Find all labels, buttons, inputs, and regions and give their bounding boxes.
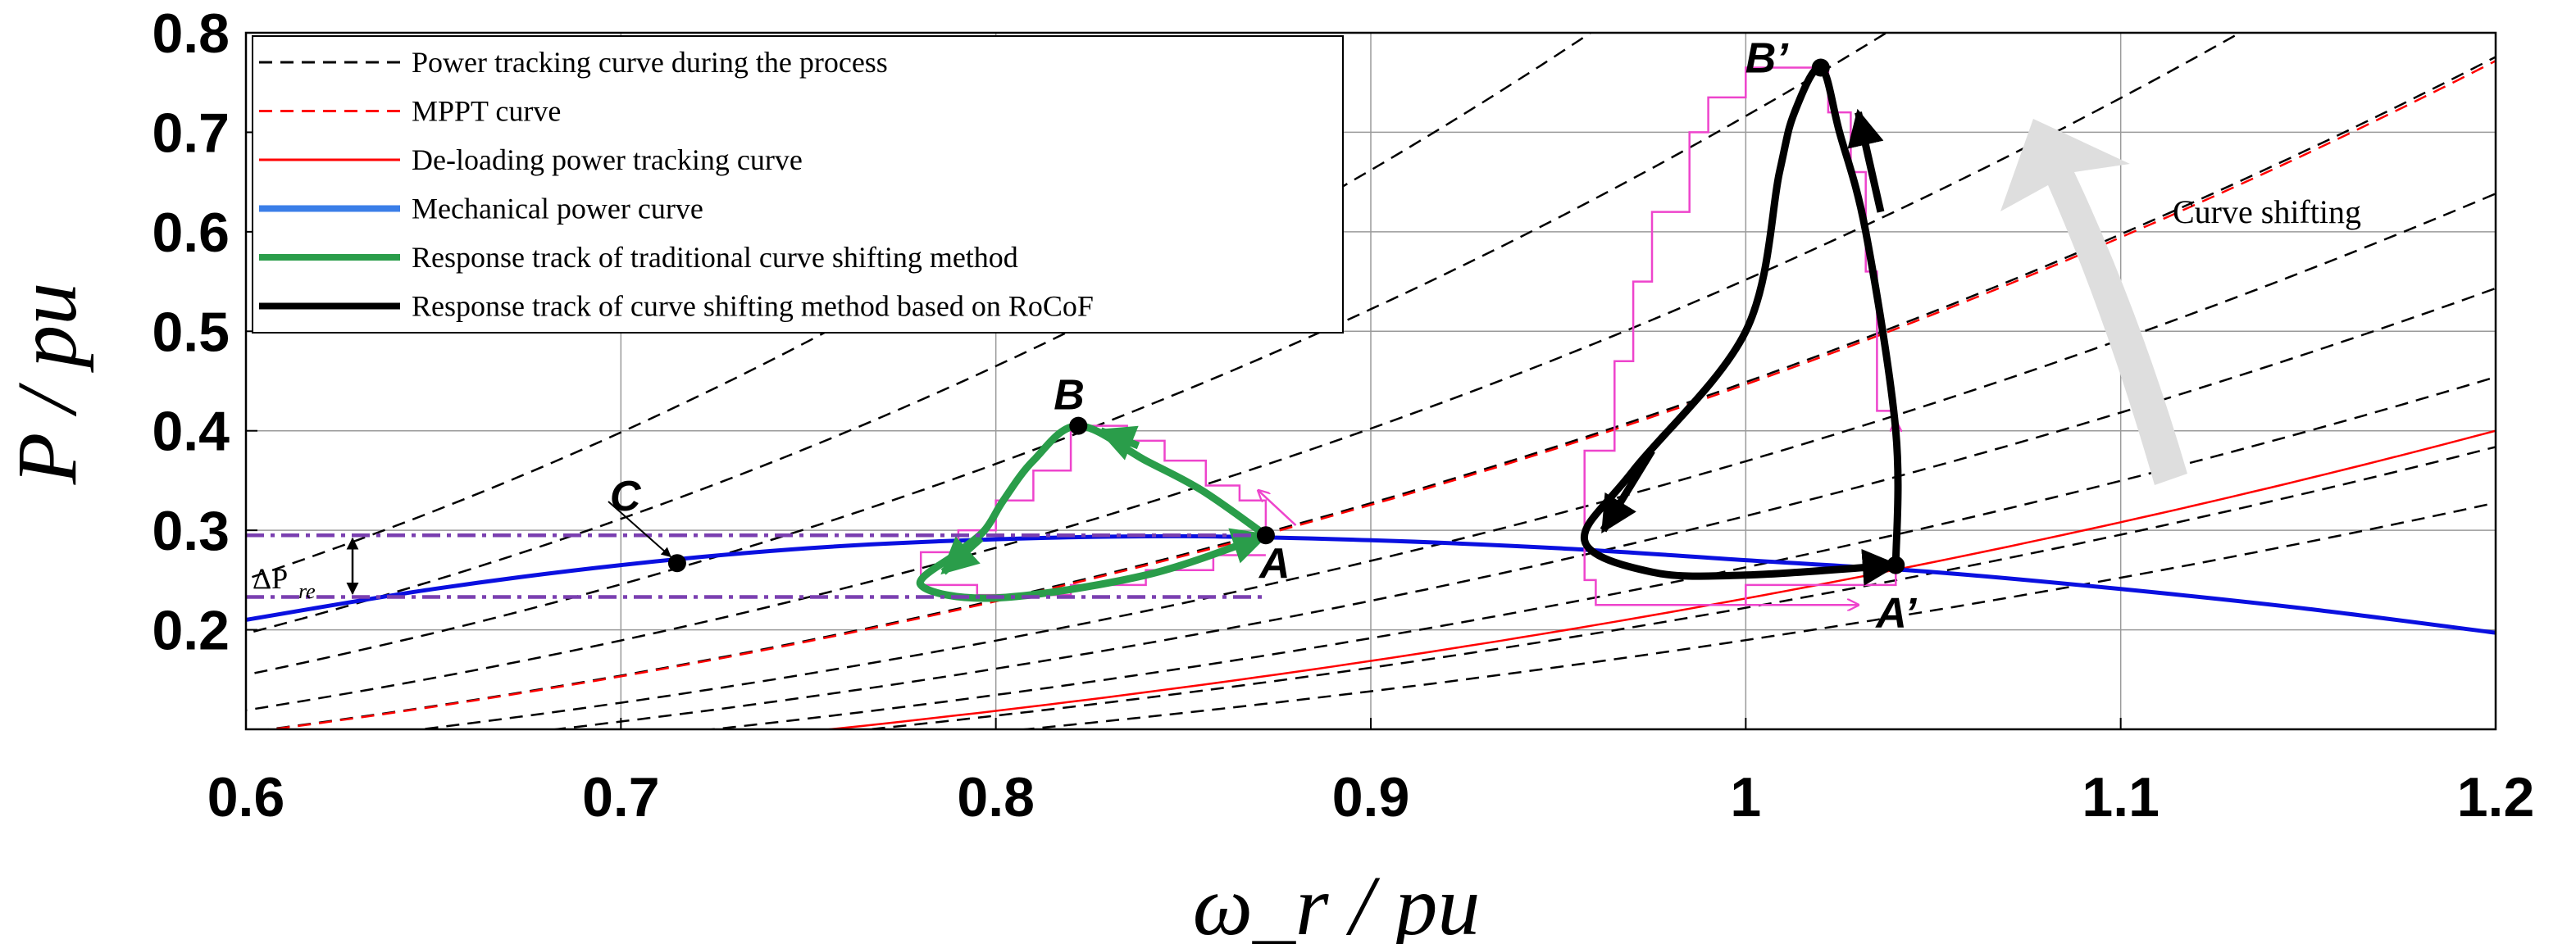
point-label-3: A’ [1874,590,1918,638]
x-tick-label-6: 1.2 [2457,766,2535,828]
green-track-arrow-up [1097,425,1140,461]
x-tick-label-4: 1 [1730,766,1761,828]
point-label-2: C [610,473,642,520]
x-tick-label-5: 1.1 [2082,766,2160,828]
curve-shifting-label: Curve shifting [2173,193,2361,230]
legend-label-1: MPPT curve [412,95,561,128]
legend-box [252,35,1344,334]
tracking-curve-6 [246,33,2242,711]
point-label-4: B’ [1745,35,1790,83]
x-tick-label-2: 0.8 [957,766,1035,828]
point-marker-0 [1256,526,1275,545]
delta-p-label: ΔP [253,562,288,595]
legend-label-4: Response track of traditional curve shif… [412,241,1018,274]
x-tick-label-1: 0.7 [582,766,660,828]
black-track-arrow-down [1600,448,1655,533]
staircase-arrow-a [1258,491,1297,526]
ticks: 0.6 0.7 0.8 0.9 1 1.1 1.2 0.2 0.3 0.4 0.5 0.6 0.7 0.8 [152,2,2534,828]
green-track-arrow-down [940,535,984,575]
point-marker-1 [1069,416,1088,435]
deloading-curve [820,429,2496,729]
tracking-curve-1 [860,446,2496,729]
tracking-curve-5 [261,56,2496,729]
point-marker-2 [667,554,686,573]
x-axis-label: ω_r / pu [1193,859,1481,944]
y-tick-label-0: 0.2 [152,600,230,662]
point-c-pointer [608,501,671,558]
annotations: ΔP re Curve shifting A B C A’ B’ [246,35,2361,638]
green-track-staircase [919,424,1268,585]
delta-p-sub-label: re [298,579,316,603]
y-tick-label-3: 0.5 [152,301,230,363]
point-label-1: B [1054,372,1085,420]
y-tick-label-5: 0.7 [152,102,230,164]
black-track-arrow-up [1847,108,1885,213]
tracking-curve-0 [1014,502,2496,729]
legend-label-2: De-loading power tracking curve [412,143,803,176]
x-tick-label-0: 0.6 [207,766,285,828]
tracking-curve-4 [413,192,2496,729]
legend-label-3: Mechanical power curve [412,193,703,225]
black-track-staircase [1583,66,1897,565]
y-tick-label-6: 0.8 [152,2,230,65]
black-response-track [1580,63,1902,586]
tracking-curve-9 [246,33,1309,581]
legend-label-5: Response track of curve shifting method … [412,290,1094,323]
y-tick-label-1: 0.3 [152,500,230,562]
curve-shifting-arrow [2000,119,2187,485]
point-label-0: A [1258,540,1290,588]
x-tick-label-3: 0.9 [1332,766,1410,828]
mechanical-power-curve [246,533,2496,635]
y-tick-label-2: 0.4 [152,401,230,463]
mppt-curve [265,59,2496,729]
y-axis-label: P / pu [0,283,94,486]
point-marker-4 [1811,58,1830,77]
tracking-curve-3 [547,287,2496,729]
legend-label-0: Power tracking curve during the process [412,46,888,79]
legend: Power tracking curve during the process M… [252,35,1344,334]
green-response-track [916,422,1270,602]
point-marker-3 [1886,556,1905,574]
y-tick-label-4: 0.6 [152,202,230,264]
